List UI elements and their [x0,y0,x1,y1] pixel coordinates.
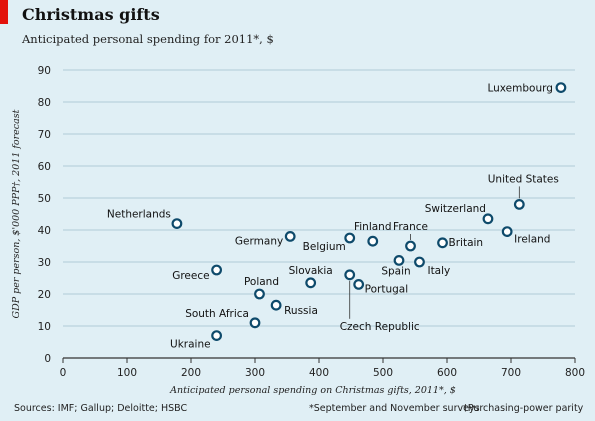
point-label: Luxembourg [487,83,552,95]
leader-lines [349,186,520,319]
scatter-point [171,218,183,230]
scatter-point [344,232,356,244]
scatter-point [353,279,365,290]
accent-bar [0,0,8,24]
gridlines [62,69,576,363]
point-label: Slovakia [289,265,333,277]
scatter-point [555,82,567,93]
y-tick-label: 90 [38,65,51,77]
scatter-point [270,299,282,311]
x-tick-label: 500 [373,367,393,379]
ppp-footnote: †Purchasing-power parity [463,403,584,414]
x-axis-title: Anticipated personal spending on Christm… [169,385,456,396]
point-label: Germany [235,235,283,247]
point-label: Netherlands [107,209,171,221]
y-tick-label: 60 [38,161,51,173]
x-tick-label: 400 [309,367,329,379]
x-tick-label: 0 [60,367,67,379]
point-label: Switzerland [425,203,486,215]
scatter-point [437,237,448,249]
point-label: Poland [244,276,279,288]
chart-title: Christmas gifts [22,5,160,24]
scatter-point [501,226,513,238]
point-label: Greece [172,270,209,282]
scatter-point [414,256,425,268]
y-tick-label: 20 [38,289,51,301]
point-label: France [393,221,428,233]
point-label: Czech Republic [340,321,420,333]
chart-subtitle: Anticipated personal spending for 2011*,… [22,32,274,46]
y-tick-label: 50 [38,193,51,205]
scatter-point [367,235,379,247]
point-label: Ireland [514,234,550,246]
point-label: Ukraine [170,339,211,351]
y-axis-title: GDP per person, $'000 PPP†, 2011 forecas… [11,109,22,318]
point-label: Russia [284,305,318,317]
y-tick-label: 80 [38,97,51,109]
scatter-point [513,198,525,210]
scatter-point [305,277,317,289]
point-labels: Luxembourg United States Switzerland Irelan… [107,83,559,351]
scatter-point [254,288,265,300]
point-label: Spain [381,265,410,277]
scatter-point [344,269,356,281]
point-label: Italy [427,265,450,277]
survey-footnote: *September and November surveys [309,403,480,414]
scatter-point [405,240,416,252]
y-tick-labels: 0 10 20 30 40 50 60 70 80 90 [38,65,51,365]
y-tick-label: 40 [38,225,51,237]
x-tick-labels: 0 100 200 300 400 500 600 700 800 [60,367,585,379]
y-tick-label: 0 [44,353,51,365]
y-tick-label: 30 [38,257,51,269]
y-tick-label: 10 [38,321,51,333]
point-label: South Africa [185,308,249,320]
x-tick-label: 300 [245,367,265,379]
source-note: Sources: IMF; Gallup; Deloitte; HSBC [14,403,188,414]
x-tick-label: 200 [181,367,201,379]
scatter-point [482,213,494,225]
x-tick-label: 100 [117,367,137,379]
scatter-point [211,330,223,342]
point-label: Portugal [365,283,409,295]
scatter-point [249,317,261,329]
y-tick-label: 70 [38,129,51,141]
x-tick-label: 600 [437,367,457,379]
data-points [171,82,567,342]
point-label: Belgium [303,241,346,253]
point-label: Britain [449,237,484,249]
x-tick-label: 700 [501,367,521,379]
scatter-point [284,230,296,242]
point-label: United States [488,173,559,185]
point-label: Finland [354,221,392,233]
scatter-point [393,255,405,266]
scatter-point [211,264,223,276]
x-tick-label: 800 [565,367,585,379]
